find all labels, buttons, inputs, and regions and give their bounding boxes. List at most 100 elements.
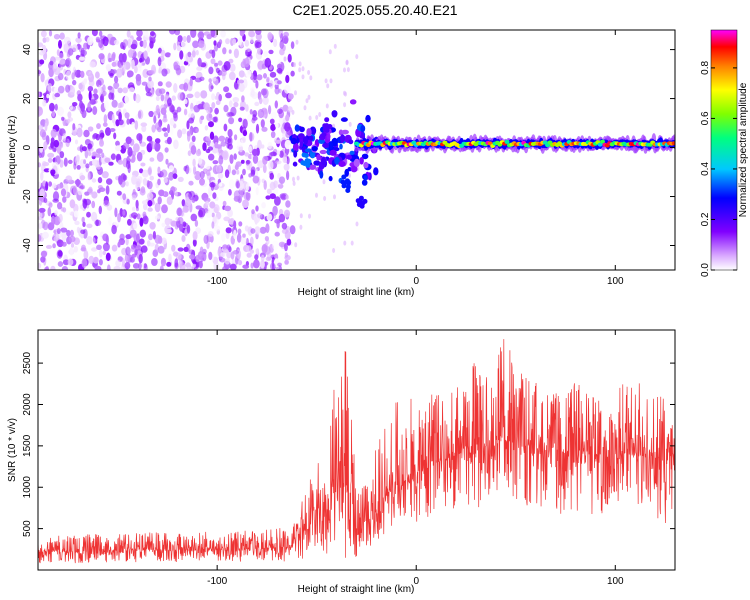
noise-blob — [45, 36, 50, 43]
noise-blob — [173, 112, 178, 122]
y-tick-label: 500 — [22, 520, 33, 537]
noise-blob — [143, 50, 148, 60]
noise-blob — [224, 136, 229, 145]
transition-blob — [328, 141, 333, 150]
noise-blob — [269, 172, 275, 180]
noise-blob — [192, 238, 197, 247]
noise-blob — [39, 59, 45, 65]
transition-blob — [290, 137, 297, 145]
noise-blob — [105, 127, 111, 136]
noise-blob — [67, 258, 74, 266]
noise-blob — [81, 258, 88, 269]
noise-blob — [228, 179, 235, 189]
noise-blob — [47, 152, 55, 158]
noise-blob — [108, 161, 114, 166]
transition-blob — [306, 128, 312, 137]
noise-blob — [186, 266, 193, 270]
feature-blob — [324, 123, 330, 129]
noise-blob — [68, 235, 76, 243]
noise-blob — [182, 206, 189, 213]
noise-blob — [252, 76, 258, 83]
noise-blob — [67, 48, 74, 56]
noise-blob — [223, 123, 228, 132]
noise-blob — [113, 39, 119, 45]
noise-blob — [62, 133, 67, 142]
noise-blob — [205, 164, 211, 170]
transition-blob — [302, 136, 309, 145]
noise-blob — [270, 123, 276, 132]
noise-blob — [92, 134, 96, 140]
noise-blob — [199, 171, 205, 179]
noise-blob — [218, 135, 226, 142]
noise-blob — [173, 83, 178, 93]
noise-blob — [170, 125, 174, 135]
transition-blob — [363, 175, 368, 181]
noise-blob — [57, 202, 63, 210]
noise-blob — [60, 188, 67, 197]
transition-blob — [361, 153, 369, 160]
noise-blob — [222, 265, 228, 270]
noise-blob — [84, 191, 90, 196]
noise-blob — [154, 122, 161, 131]
noise-blob — [38, 42, 44, 48]
noise-blob — [106, 178, 113, 185]
noise-blob — [106, 65, 112, 72]
noise-blob — [261, 202, 266, 209]
noise-blob — [151, 124, 156, 133]
noise-blob — [179, 60, 184, 66]
noise-blob — [181, 235, 186, 242]
noise-blob — [43, 197, 48, 203]
noise-blob — [105, 252, 111, 261]
noise-blob — [215, 164, 222, 173]
noise-blob — [153, 115, 157, 124]
noise-speckle — [303, 105, 307, 111]
noise-speckle — [328, 49, 332, 55]
noise-blob — [148, 233, 153, 241]
noise-blob — [165, 81, 172, 88]
noise-blob — [131, 206, 136, 212]
noise-blob — [109, 72, 114, 78]
transition-blob — [349, 150, 355, 155]
noise-blob — [69, 199, 76, 209]
noise-blob — [238, 221, 243, 227]
noise-speckle — [309, 75, 313, 81]
x-tick-label: -100 — [207, 276, 227, 287]
noise-blob — [267, 32, 273, 40]
feature-blob — [345, 179, 350, 185]
noise-blob — [261, 126, 268, 132]
noise-blob — [169, 53, 177, 61]
noise-blob — [148, 110, 154, 118]
noise-blob — [149, 40, 154, 49]
noise-blob — [91, 159, 98, 166]
noise-blob — [141, 200, 148, 205]
noise-blob — [87, 126, 94, 132]
noise-blob — [163, 177, 168, 183]
noise-blob — [56, 239, 64, 248]
transition-blob — [346, 154, 353, 160]
noise-blob — [47, 157, 53, 163]
noise-blob — [131, 175, 137, 185]
noise-speckle — [292, 176, 295, 182]
noise-blob — [207, 231, 214, 237]
noise-blob — [186, 224, 191, 234]
noise-blob — [157, 235, 163, 244]
noise-blob — [177, 216, 184, 225]
transition-blob — [331, 110, 338, 118]
noise-blob — [76, 165, 81, 170]
noise-speckle — [295, 39, 299, 45]
noise-blob — [149, 157, 155, 162]
noise-blob — [223, 104, 229, 113]
noise-blob — [174, 190, 178, 197]
noise-blob — [211, 93, 216, 101]
noise-blob — [190, 145, 197, 155]
noise-blob — [63, 43, 69, 53]
colorbar: 0.0 0.2 0.4 0.6 0.8 Normalized spectral ampl… — [700, 29, 749, 277]
colorbar-tick-label: 0.4 — [700, 162, 711, 176]
noise-blob — [279, 39, 284, 50]
noise-blob — [181, 128, 187, 135]
noise-blob — [108, 216, 112, 226]
noise-blob — [254, 226, 261, 235]
noise-blob — [136, 30, 143, 38]
noise-speckle — [326, 83, 330, 89]
noise-blob — [61, 241, 67, 247]
